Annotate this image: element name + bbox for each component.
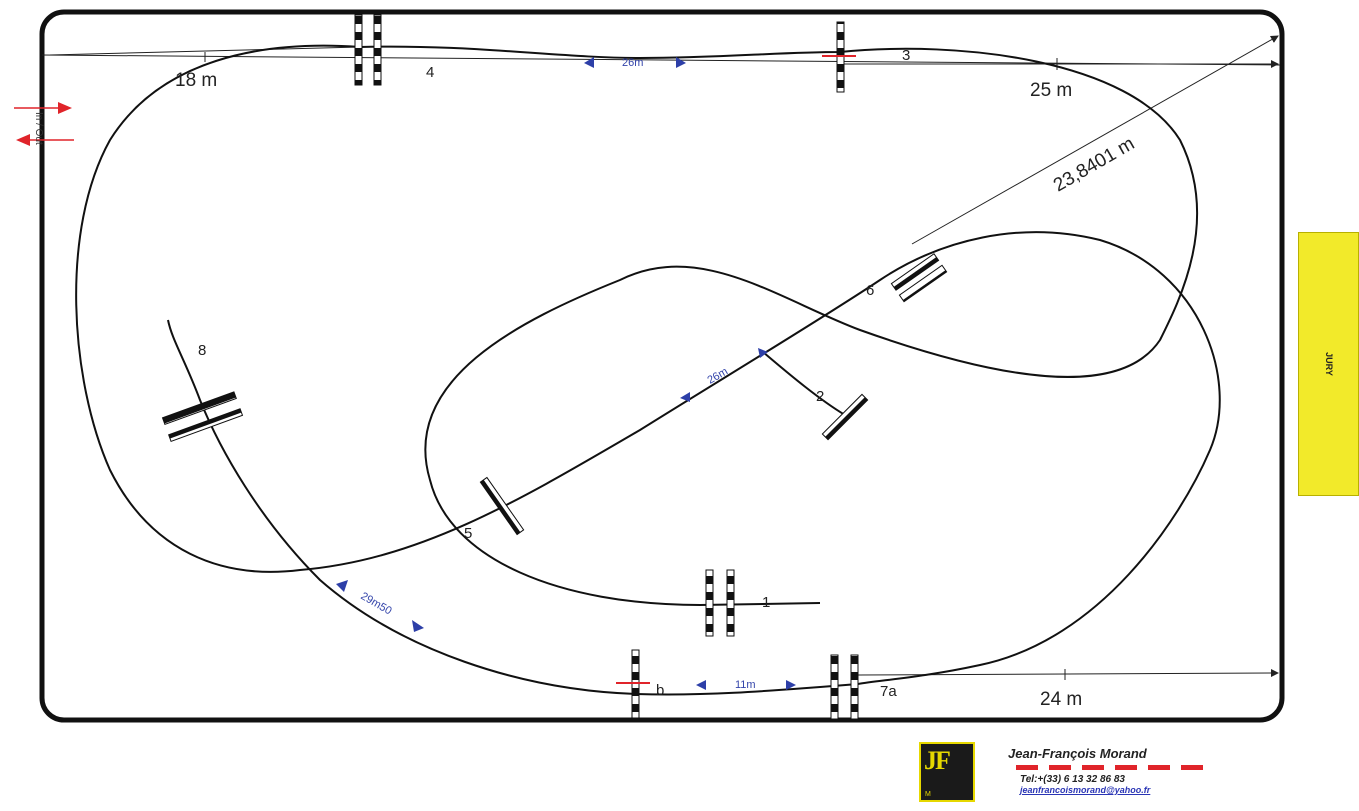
dimension-line-top bbox=[41, 54, 1281, 66]
jury-label: JURY bbox=[1323, 352, 1334, 376]
dimension-diagonal: 23,8401 m bbox=[1050, 133, 1138, 196]
obstacle-number-6: 6 bbox=[866, 282, 874, 299]
obstacle-number-4: 4 bbox=[426, 64, 434, 81]
obstacle-8 bbox=[161, 391, 244, 442]
logo-sub: M bbox=[925, 791, 931, 798]
obstacle-number-7b: b bbox=[656, 682, 664, 699]
obstacle-7a bbox=[830, 654, 859, 720]
red-dash-divider bbox=[1016, 765, 1208, 770]
obstacle-4 bbox=[354, 14, 382, 86]
course-track bbox=[359, 45, 1199, 607]
designer-name: Jean-François Morand bbox=[1008, 746, 1147, 761]
designer-logo: JF M bbox=[919, 742, 975, 802]
obstacle-6 bbox=[890, 253, 948, 303]
obstacle-number-1: 1 bbox=[762, 594, 770, 611]
course-track-loop bbox=[75, 44, 1221, 685]
dimension-arrow-left bbox=[49, 46, 361, 56]
distance-top: 26m bbox=[622, 57, 643, 69]
distance-center: 26m bbox=[706, 366, 731, 387]
obstacle-number-8: 8 bbox=[198, 342, 206, 359]
diagonal-dimension-line bbox=[911, 35, 1279, 245]
obstacle-1 bbox=[705, 569, 735, 637]
designer-email[interactable]: jeanfrancoismorand@yahoo.fr bbox=[1020, 785, 1151, 795]
logo-mark: JF bbox=[924, 746, 951, 775]
arena-border bbox=[39, 9, 1285, 723]
distance-bottom: 11m bbox=[735, 679, 756, 691]
obstacle-number-5: 5 bbox=[464, 525, 472, 542]
dimension-bottom-right: 24 m bbox=[1040, 689, 1082, 710]
obstacle-7b bbox=[616, 649, 650, 719]
obstacle-5 bbox=[479, 476, 525, 536]
designer-contact: Jean-François Morand Tel:+(33) 6 13 32 8… bbox=[1008, 746, 1208, 795]
course-track-cross bbox=[762, 351, 846, 416]
obstacle-number-2: 2 bbox=[816, 388, 824, 405]
course-track-final bbox=[167, 319, 859, 696]
jury-box: JURY bbox=[1298, 232, 1359, 496]
in-out-label: In / Out bbox=[33, 112, 44, 145]
dimension-top-left: 18 m bbox=[175, 70, 217, 91]
in-out-arrows bbox=[14, 102, 74, 146]
dimension-top-right: 25 m bbox=[1030, 80, 1072, 101]
obstacle-3 bbox=[822, 21, 856, 93]
designer-phone: Tel:+(33) 6 13 32 86 83 bbox=[1020, 774, 1125, 785]
obstacle-number-7a: 7a bbox=[880, 683, 897, 700]
direction-markers bbox=[336, 57, 796, 690]
obstacle-2 bbox=[821, 393, 869, 441]
obstacle-number-3: 3 bbox=[902, 47, 910, 64]
